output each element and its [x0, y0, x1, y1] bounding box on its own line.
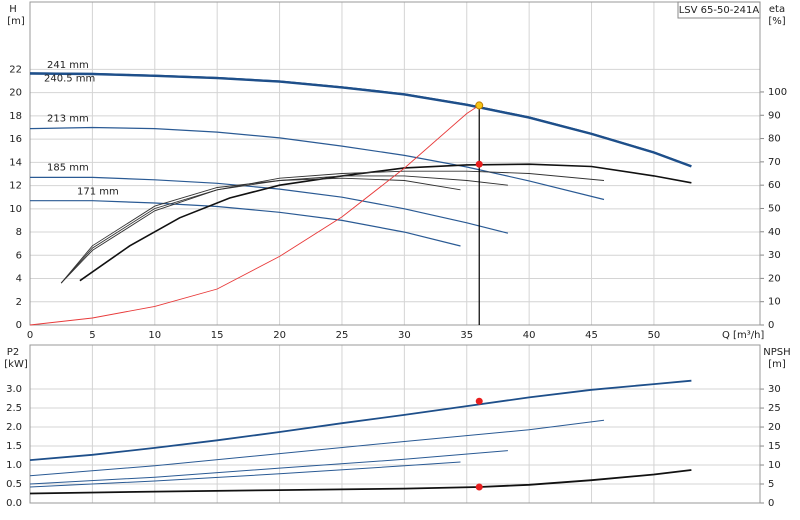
curve: [29, 72, 692, 168]
y-axis-unit: [m]: [7, 16, 25, 27]
y-tick-label: 0: [16, 320, 22, 331]
operating-point: [475, 483, 483, 491]
plot-frame: [29, 344, 761, 504]
y-axis-unit: [kW]: [4, 359, 28, 370]
curve: [30, 176, 509, 234]
y-tick-label: 20: [9, 88, 22, 99]
y2-tick-label: 30: [768, 250, 781, 261]
y2-tick-label: 20: [768, 422, 781, 433]
plot-frame: [29, 1, 761, 326]
x-tick-label: 20: [273, 330, 286, 341]
curve: [29, 419, 605, 477]
y-tick-label: 14: [9, 157, 22, 168]
x-tick-label: 30: [398, 330, 411, 341]
y2-tick-label: 40: [768, 227, 781, 238]
title-box: [677, 1, 761, 19]
y2-axis-label: eta: [769, 4, 785, 15]
y2-tick-label: 0: [768, 498, 774, 509]
y-tick-label: 22: [9, 64, 22, 75]
operating-point: [475, 160, 483, 168]
y2-tick-label: 20: [768, 273, 781, 284]
x-tick-label: 45: [585, 330, 598, 341]
chart-title: LSV 65-50-241A: [679, 5, 760, 16]
series-label: 213 mm: [47, 114, 89, 125]
y2-axis-label: NPSH: [763, 347, 790, 358]
y2-tick-label: 50: [768, 203, 781, 214]
y-tick-label: 2.0: [6, 422, 22, 433]
x-tick-label: 35: [460, 330, 473, 341]
x-tick-label: 25: [336, 330, 349, 341]
curve: [60, 177, 461, 284]
curve: [29, 126, 605, 201]
y-tick-label: 12: [9, 181, 22, 192]
operating-point: [475, 397, 483, 405]
y-axis-label: H: [9, 4, 17, 15]
y2-tick-label: 70: [768, 157, 781, 168]
x-tick-label: 15: [211, 330, 224, 341]
x-tick-label: 5: [89, 330, 95, 341]
y2-tick-label: 90: [768, 110, 781, 121]
curve: [29, 105, 480, 326]
series-label: 241 mm: [47, 60, 89, 71]
y-tick-label: 1.5: [6, 441, 22, 452]
y-tick-label: 1.0: [6, 460, 22, 471]
y2-tick-label: 100: [768, 87, 787, 98]
y-tick-label: 2: [16, 297, 22, 308]
y2-axis-unit: [%]: [768, 16, 785, 27]
y2-tick-label: 30: [768, 384, 781, 395]
curve: [30, 200, 461, 247]
y-axis-label: P2: [7, 347, 19, 358]
curve: [29, 450, 508, 485]
y-tick-label: 8: [16, 227, 22, 238]
x-axis-label: Q [m³/h]: [722, 330, 764, 341]
y2-tick-label: 60: [768, 180, 781, 191]
series-label: 171 mm: [77, 187, 119, 198]
y2-tick-label: 0: [768, 320, 774, 331]
y2-tick-label: 10: [768, 460, 781, 471]
y2-tick-label: 80: [768, 134, 781, 145]
y-tick-label: 0.5: [6, 479, 22, 490]
y-tick-label: 0.0: [6, 498, 22, 509]
y-tick-label: 18: [9, 111, 22, 122]
y-tick-label: 10: [9, 204, 22, 215]
x-tick-label: 40: [523, 330, 536, 341]
series-label: 185 mm: [47, 162, 89, 173]
y-tick-label: 3.0: [6, 384, 22, 395]
x-tick-label: 50: [648, 330, 661, 341]
y-tick-label: 2.5: [6, 403, 22, 414]
y2-tick-label: 15: [768, 441, 781, 452]
y-tick-label: 4: [16, 274, 22, 285]
y2-tick-label: 25: [768, 403, 781, 414]
x-tick-label: 0: [27, 330, 33, 341]
series-label: 240.5 mm: [44, 73, 95, 84]
curve: [60, 170, 605, 284]
y-tick-label: 16: [9, 134, 22, 145]
y2-axis-unit: [m]: [768, 359, 786, 370]
operating-point: [475, 101, 484, 110]
x-tick-label: 10: [148, 330, 161, 341]
curve: [29, 461, 461, 488]
y2-tick-label: 5: [768, 479, 774, 490]
curve: [29, 379, 692, 461]
y-tick-label: 6: [16, 250, 22, 261]
y2-tick-label: 10: [768, 297, 781, 308]
